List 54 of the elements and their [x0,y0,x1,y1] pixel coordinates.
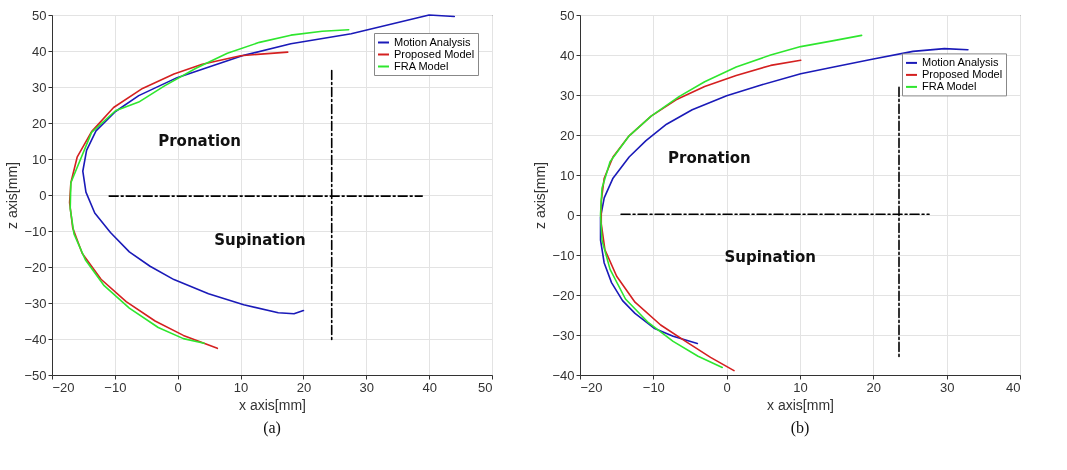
y-tick-label: 10 [32,151,47,167]
y-tick-label: −40 [24,331,47,347]
y-tick-label: −10 [24,223,47,239]
x-tick-label: 20 [296,379,312,395]
annotation: Pronation [158,131,242,150]
x-tick-label: −10 [104,379,127,395]
x-axis-title: x axis[mm] [767,396,834,413]
y-tick-label: 20 [32,115,47,131]
x-tick-label: 10 [793,379,808,395]
y-tick-label: 50 [560,7,575,23]
y-tick-label: 50 [32,7,47,23]
x-tick-label: 40 [1006,379,1021,395]
legend-label: Motion Analysis [394,35,471,48]
legend-label: FRA Model [394,59,449,72]
line-series [599,34,863,369]
x-tick-label: −20 [52,379,75,395]
y-tick-label: −20 [24,259,47,275]
y-tick-label: −30 [552,327,575,343]
x-tick-label: 40 [422,379,437,395]
annotation: Pronation [668,148,751,167]
y-tick-label: −30 [24,295,47,311]
y-tick-label: −50 [24,367,47,383]
x-tick-label: 30 [359,379,375,395]
y-tick-label: −10 [552,247,575,263]
legend-label: Proposed Model [394,47,475,60]
x-tick-label: 20 [866,379,882,395]
y-axis-title: z axis[mm] [532,162,549,229]
y-tick-label: 0 [567,207,575,223]
x-tick-label: 30 [939,379,955,395]
y-tick-label: −20 [552,287,575,303]
annotation: Supination [724,247,816,266]
legend-label: FRA Model [922,79,977,92]
y-tick-label: 30 [560,87,575,103]
legend-label: Motion Analysis [922,55,999,68]
y-tick-label: −40 [552,367,575,383]
text: (a) [263,419,281,437]
y-tick-label: 0 [39,187,47,203]
x-axis-title: x axis[mm] [239,396,306,413]
legend-label: Proposed Model [922,67,1003,80]
x-tick-label: 0 [723,379,731,395]
x-tick-label: 10 [233,379,249,395]
annotation: Supination [214,230,306,249]
y-tick-label: 40 [560,47,575,63]
x-tick-label: 50 [478,379,493,395]
x-tick-label: 0 [174,379,182,395]
y-tick-label: 20 [560,127,575,143]
y-tick-label: 30 [32,79,47,95]
y-axis-title: z axis[mm] [4,162,21,229]
y-tick-label: 10 [560,167,575,183]
y-tick-label: 40 [32,43,47,59]
text: (b) [790,419,810,437]
line-series [69,28,350,345]
x-tick-label: −20 [580,379,603,395]
x-tick-label: −10 [642,379,665,395]
